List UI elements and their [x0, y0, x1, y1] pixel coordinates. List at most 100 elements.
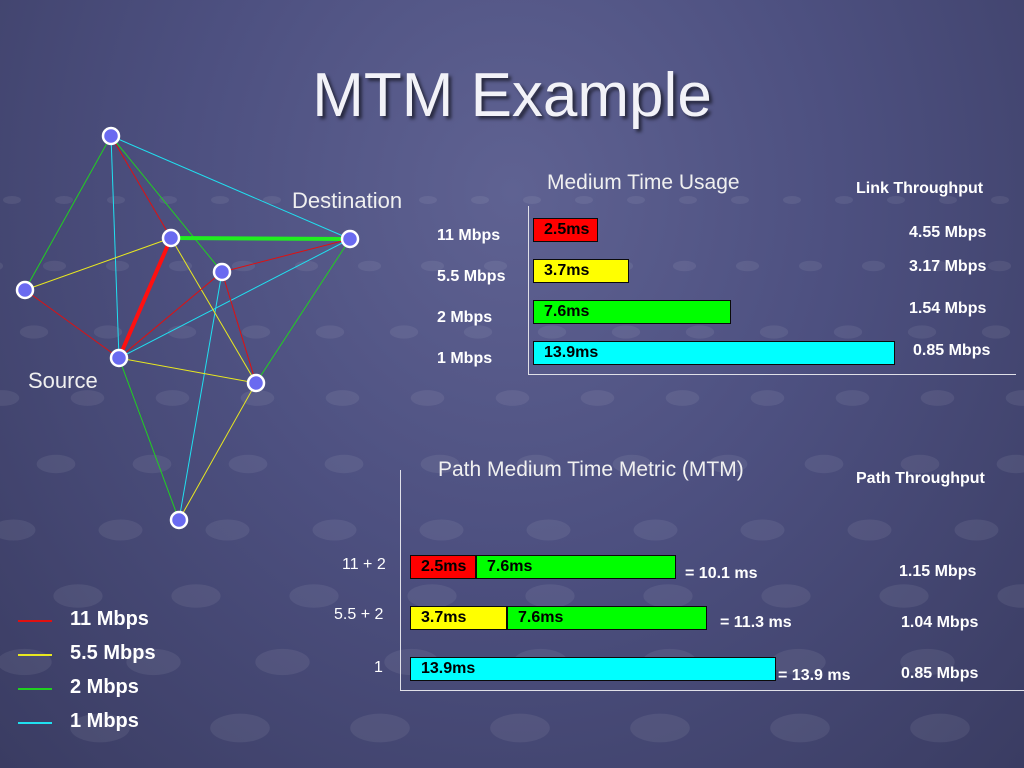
background-dot [996, 454, 1024, 474]
background-dot [627, 196, 645, 204]
background-dot [289, 584, 339, 608]
background-dot [312, 519, 357, 541]
edge-11mbps [110, 135, 172, 239]
background-dot [900, 454, 940, 474]
background-dot [991, 196, 1009, 204]
rate-label: 1 Mbps [437, 350, 493, 367]
background-dot [155, 390, 190, 406]
path-throughput-value: 0.85 Mbps [901, 665, 979, 682]
background-dot [463, 325, 493, 339]
background-dot [643, 584, 693, 608]
mtu-x-axis [528, 374, 1016, 375]
graph-node [246, 373, 266, 393]
graph-node-destination [340, 229, 360, 249]
background-dot [987, 260, 1012, 272]
edge-11mbps [24, 289, 120, 359]
background-dot [211, 196, 229, 204]
background-dot [0, 519, 36, 541]
background-dot [750, 390, 785, 406]
legend-swatch [18, 688, 52, 690]
path-throughput-value: 1.15 Mbps [899, 563, 977, 580]
background-dot [36, 454, 76, 474]
background-dot [324, 454, 364, 474]
legend-label: 1 Mbps [70, 710, 139, 732]
path-total: = 13.9 ms [778, 667, 851, 684]
background-dot [419, 196, 437, 204]
link-throughput-value: 4.55 Mbps [909, 224, 987, 241]
background-dot [537, 325, 567, 339]
source-label: Source [28, 368, 98, 393]
background-dot [580, 390, 615, 406]
background-dot [205, 519, 250, 541]
background-dot [685, 325, 715, 339]
path-edge-2mbps [170, 236, 351, 241]
background-dot [315, 196, 333, 204]
slide-title: MTM Example [312, 61, 712, 130]
background-dot [612, 454, 652, 474]
path-segment: 2.5ms [410, 555, 476, 579]
background-dot [210, 713, 270, 743]
legend-label: 5.5 Mbps [70, 642, 156, 664]
background-dot [255, 648, 310, 676]
path-segment: 3.7ms [410, 606, 507, 630]
background-dot [740, 519, 785, 541]
legend-swatch [18, 722, 52, 724]
legend-label: 11 Mbps [70, 608, 149, 630]
background-dot [516, 454, 556, 474]
background-dot [0, 390, 20, 406]
background-dot [241, 325, 271, 339]
path-segment: 7.6ms [507, 606, 707, 630]
background-dot [490, 713, 550, 743]
background-dot [731, 196, 749, 204]
background-dot [171, 584, 221, 608]
edge-2mbps [118, 357, 180, 521]
background-dot [107, 196, 125, 204]
path-segment: 7.6ms [476, 555, 676, 579]
background-dot [93, 325, 123, 339]
background-dot [325, 390, 360, 406]
background-dot [997, 584, 1024, 608]
background-dot [410, 390, 445, 406]
background-dot [263, 196, 281, 204]
edge-1mbps [110, 135, 120, 359]
background-dot [228, 454, 268, 474]
mtu-bar: 2.5ms [533, 218, 598, 242]
background-dot [1005, 390, 1024, 406]
background-dot [954, 519, 999, 541]
background-dot [679, 196, 697, 204]
graph-edges [24, 135, 351, 521]
background-dot [910, 713, 970, 743]
background-dot [879, 584, 929, 608]
background-dot [495, 390, 530, 406]
background-dot [70, 390, 105, 406]
background-dot [294, 260, 319, 272]
edge-1mbps [110, 135, 351, 240]
background-dot [611, 325, 641, 339]
mtu-bar: 13.9ms [533, 341, 895, 365]
background-dot [526, 519, 571, 541]
background-dot [98, 519, 143, 541]
graph-node-source [109, 348, 129, 368]
rate-label: 5.5 Mbps [437, 268, 506, 285]
background-dot [708, 454, 748, 474]
background-dot [0, 262, 4, 270]
graph-node [169, 510, 189, 530]
path-label: 5.5 + 2 [334, 606, 384, 623]
graph-node [101, 126, 121, 146]
edge-1mbps [118, 238, 351, 359]
graph-node [15, 280, 35, 300]
background-dot [835, 390, 870, 406]
path-throughput-value: 1.04 Mbps [901, 614, 979, 631]
background-dot [783, 196, 801, 204]
edge-1mbps [178, 271, 223, 521]
background-dot [833, 325, 863, 339]
medium-time-usage-title: Medium Time Usage [547, 171, 740, 194]
edge-5.5mbps [178, 382, 257, 521]
background-dot [357, 260, 382, 272]
path-mtm-title: Path Medium Time Metric (MTM) [438, 458, 744, 481]
background-dot [419, 519, 464, 541]
background-dot [367, 196, 385, 204]
background-dot [887, 196, 905, 204]
